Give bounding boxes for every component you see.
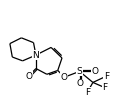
- Text: F: F: [102, 83, 108, 92]
- Text: O: O: [91, 67, 98, 76]
- Text: O: O: [61, 73, 68, 82]
- Text: O: O: [76, 79, 83, 88]
- Text: S: S: [77, 67, 82, 76]
- Text: F: F: [85, 88, 90, 97]
- Text: F: F: [104, 72, 109, 81]
- Text: N: N: [33, 51, 39, 60]
- Text: O: O: [25, 72, 32, 81]
